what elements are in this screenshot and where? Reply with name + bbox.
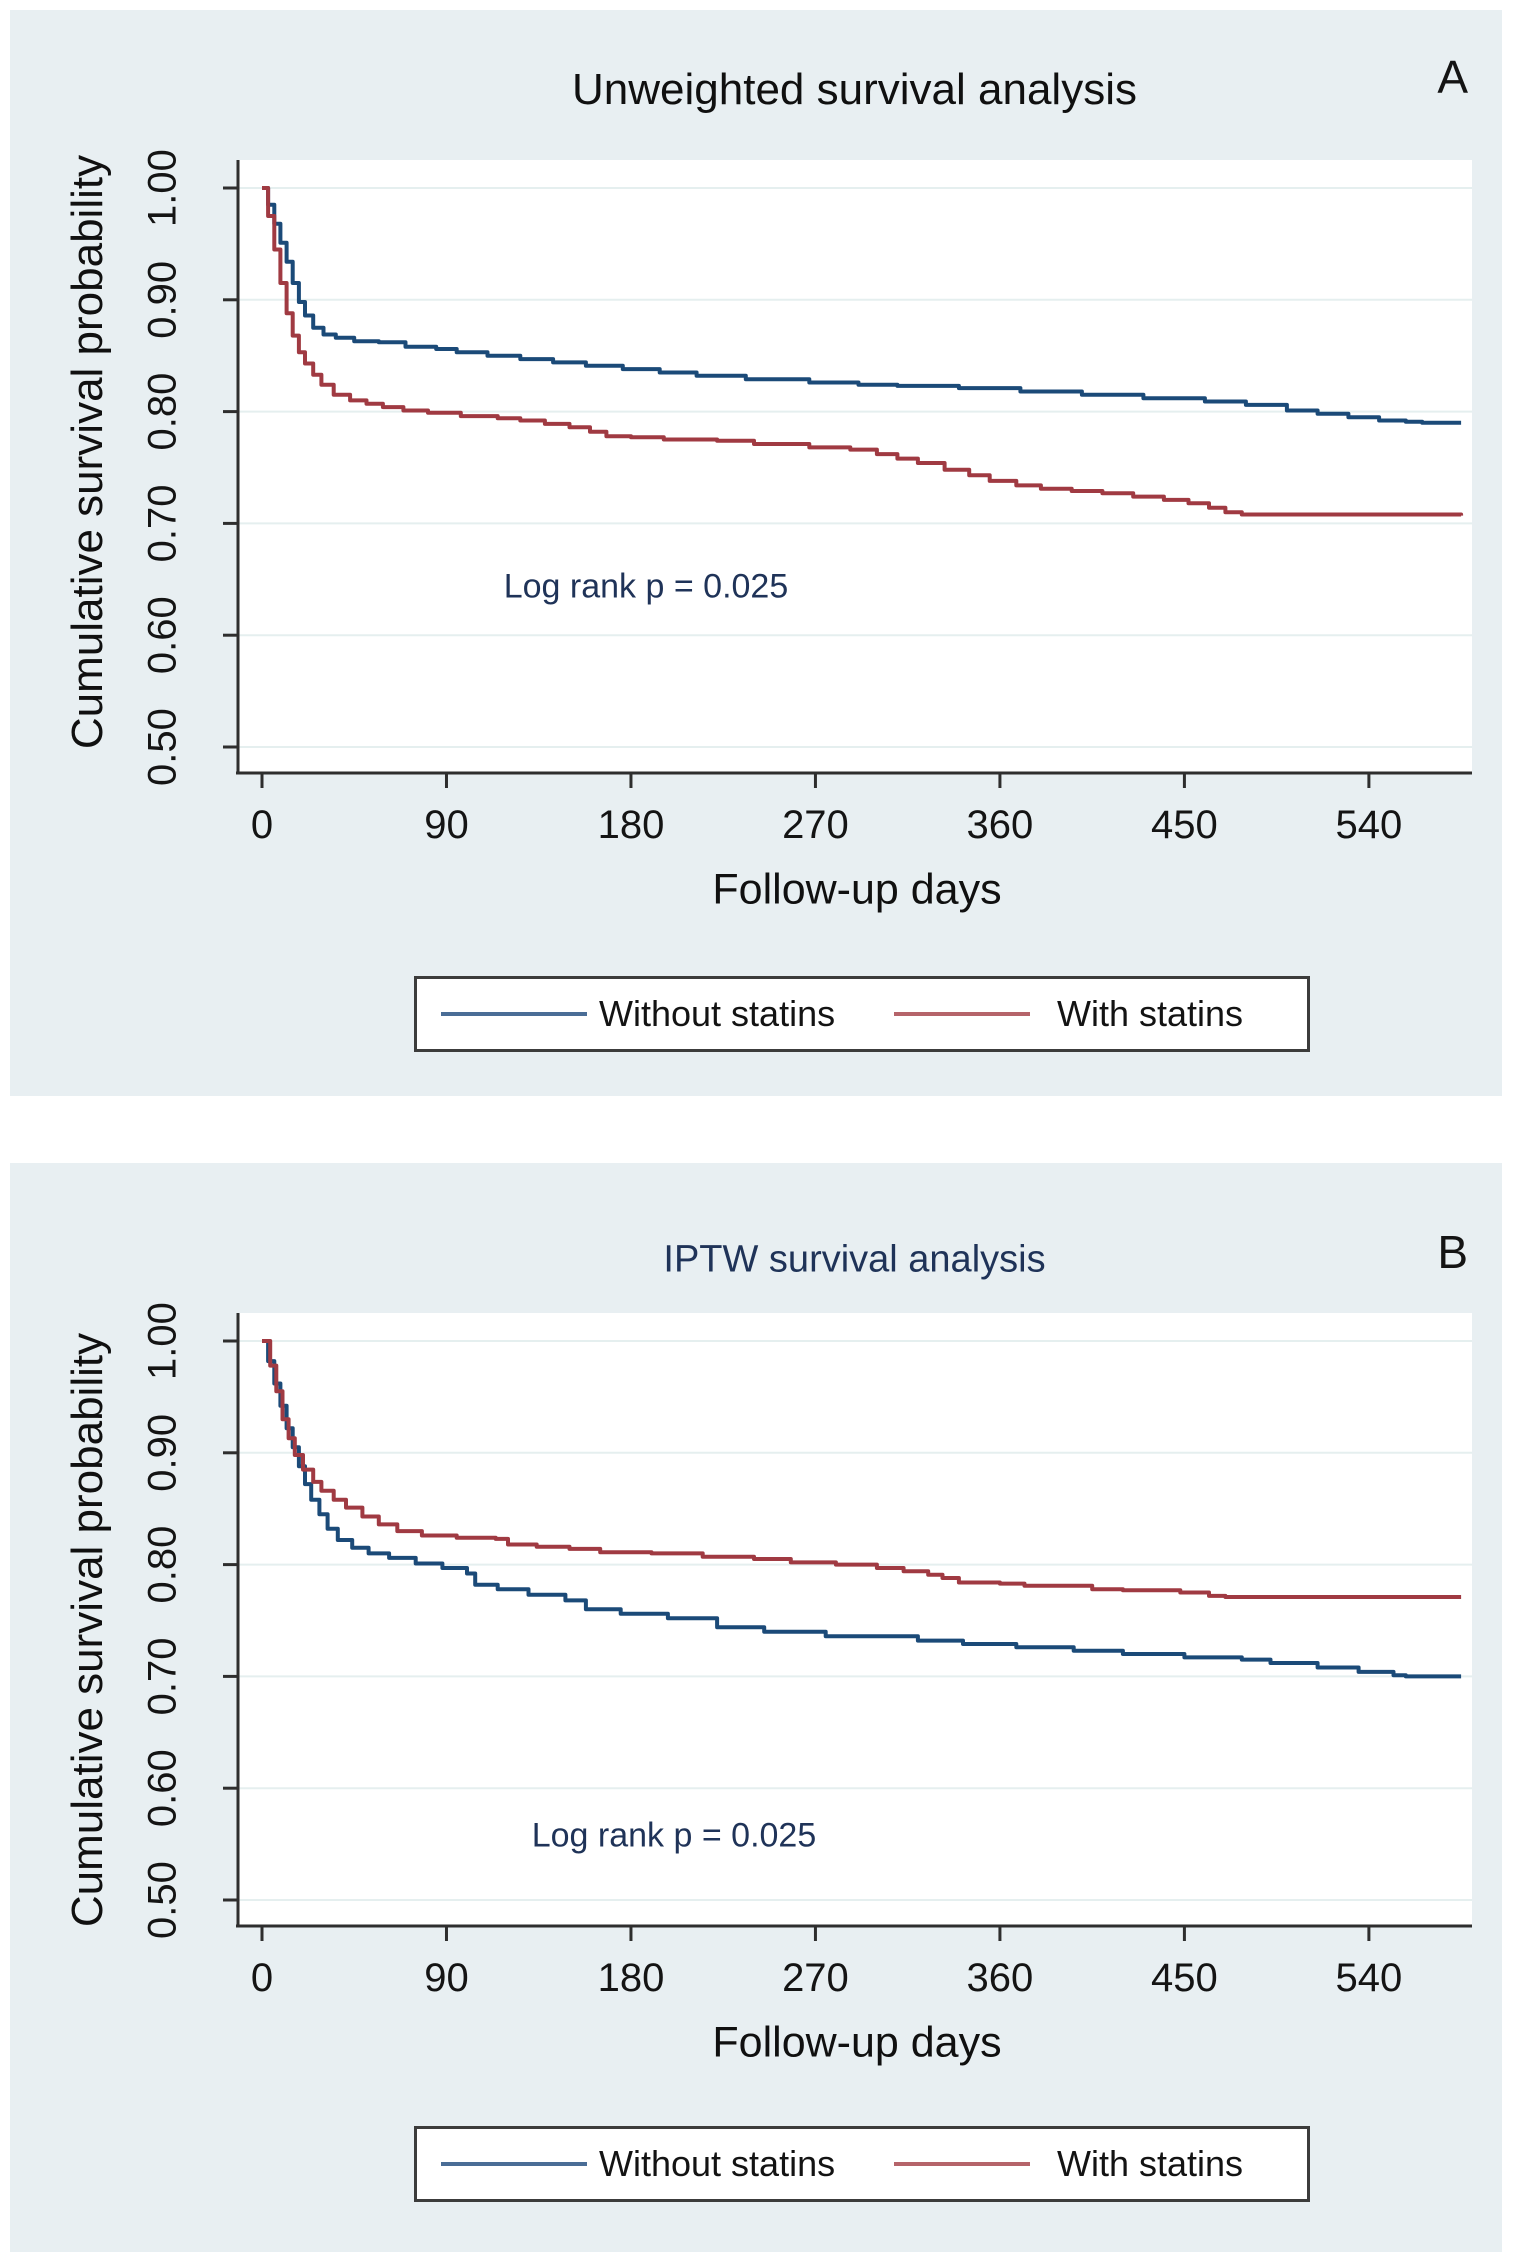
x-tick-label: 0 — [251, 1956, 273, 2000]
survival-plot-iptw: 1.00 0.90 0.80 0.70 0.60 0.50 0 90 180 270 360 450 5… — [141, 1302, 1472, 2000]
x-axis-label: Follow-up days — [712, 865, 1002, 914]
legend-line-without-statins — [441, 2162, 587, 2166]
y-axis-label: Cumulative survival probability — [63, 154, 112, 750]
y-tick-label: 0.50 — [141, 708, 185, 786]
x-tick-label: 270 — [782, 803, 849, 847]
panel-corner-label: B — [1437, 1226, 1468, 1278]
x-tick-label: 540 — [1336, 803, 1403, 847]
plot-area — [237, 1313, 1472, 1926]
legend-label-without-statins: Without statins — [599, 993, 836, 1034]
panel-title: Unweighted survival analysis — [572, 65, 1137, 114]
legend-line-without-statins — [441, 1012, 587, 1016]
y-axis-label: Cumulative survival probability — [63, 1332, 112, 1928]
survival-plot-unweighted: 1.00 0.90 0.80 0.70 0.60 0.50 0 90 180 270 360 450 5… — [141, 149, 1472, 847]
x-tick-label: 360 — [967, 803, 1034, 847]
y-tick-label: 0.80 — [141, 1526, 185, 1604]
legend-line-with-statins — [894, 2162, 1030, 2166]
survival-curve-without-statins — [262, 186, 1462, 425]
y-tick-label: 0.60 — [141, 596, 185, 674]
x-tick-label: 270 — [782, 1956, 849, 2000]
y-tick-label: 0.70 — [141, 1637, 185, 1715]
log-rank-annotation: Log rank p = 0.025 — [531, 1816, 817, 1855]
x-tick-label: 0 — [251, 803, 273, 847]
legend-label-with-statins: With statins — [1057, 2143, 1244, 2184]
y-tick-label: 0.50 — [141, 1861, 185, 1939]
x-tick-label: 90 — [424, 1956, 469, 2000]
x-tick-label: 540 — [1336, 1956, 1403, 2000]
log-rank-annotation: Log rank p = 0.025 — [503, 567, 789, 606]
legend-label-without-statins: Without statins — [599, 2143, 836, 2184]
y-tick-label: 0.70 — [141, 484, 185, 562]
legend-line-with-statins — [894, 1012, 1030, 1016]
y-tick-label: 0.90 — [141, 261, 185, 339]
x-tick-label: 450 — [1151, 1956, 1218, 2000]
x-tick-label: 180 — [598, 803, 665, 847]
y-tick-label: 1.00 — [141, 1302, 185, 1380]
x-tick-label: 360 — [967, 1956, 1034, 2000]
legend: Without statins With statins — [414, 976, 1310, 1052]
legend-label-with-statins: With statins — [1057, 993, 1244, 1034]
survival-curve-with-statins — [262, 1339, 1462, 1599]
x-tick-label: 180 — [598, 1956, 665, 2000]
y-tick-label: 0.80 — [141, 373, 185, 451]
panel-unweighted: 1.00 0.90 0.80 0.70 0.60 0.50 0 90 180 270 360 450 5… — [10, 10, 1502, 1096]
x-axis-label: Follow-up days — [712, 2018, 1002, 2067]
y-tick-label: 0.90 — [141, 1414, 185, 1492]
panel-title: IPTW survival analysis — [663, 1238, 1046, 1281]
x-tick-label: 90 — [424, 803, 469, 847]
y-tick-label: 1.00 — [141, 149, 185, 227]
panel-iptw: 1.00 0.90 0.80 0.70 0.60 0.50 0 90 180 270 360 450 5… — [10, 1163, 1502, 2252]
x-tick-label: 450 — [1151, 803, 1218, 847]
y-tick-label: 0.60 — [141, 1749, 185, 1827]
legend: Without statins With statins — [414, 2126, 1310, 2202]
plot-area — [237, 160, 1472, 773]
panel-corner-label: A — [1437, 51, 1468, 103]
survival-curve-with-statins — [262, 186, 1464, 517]
